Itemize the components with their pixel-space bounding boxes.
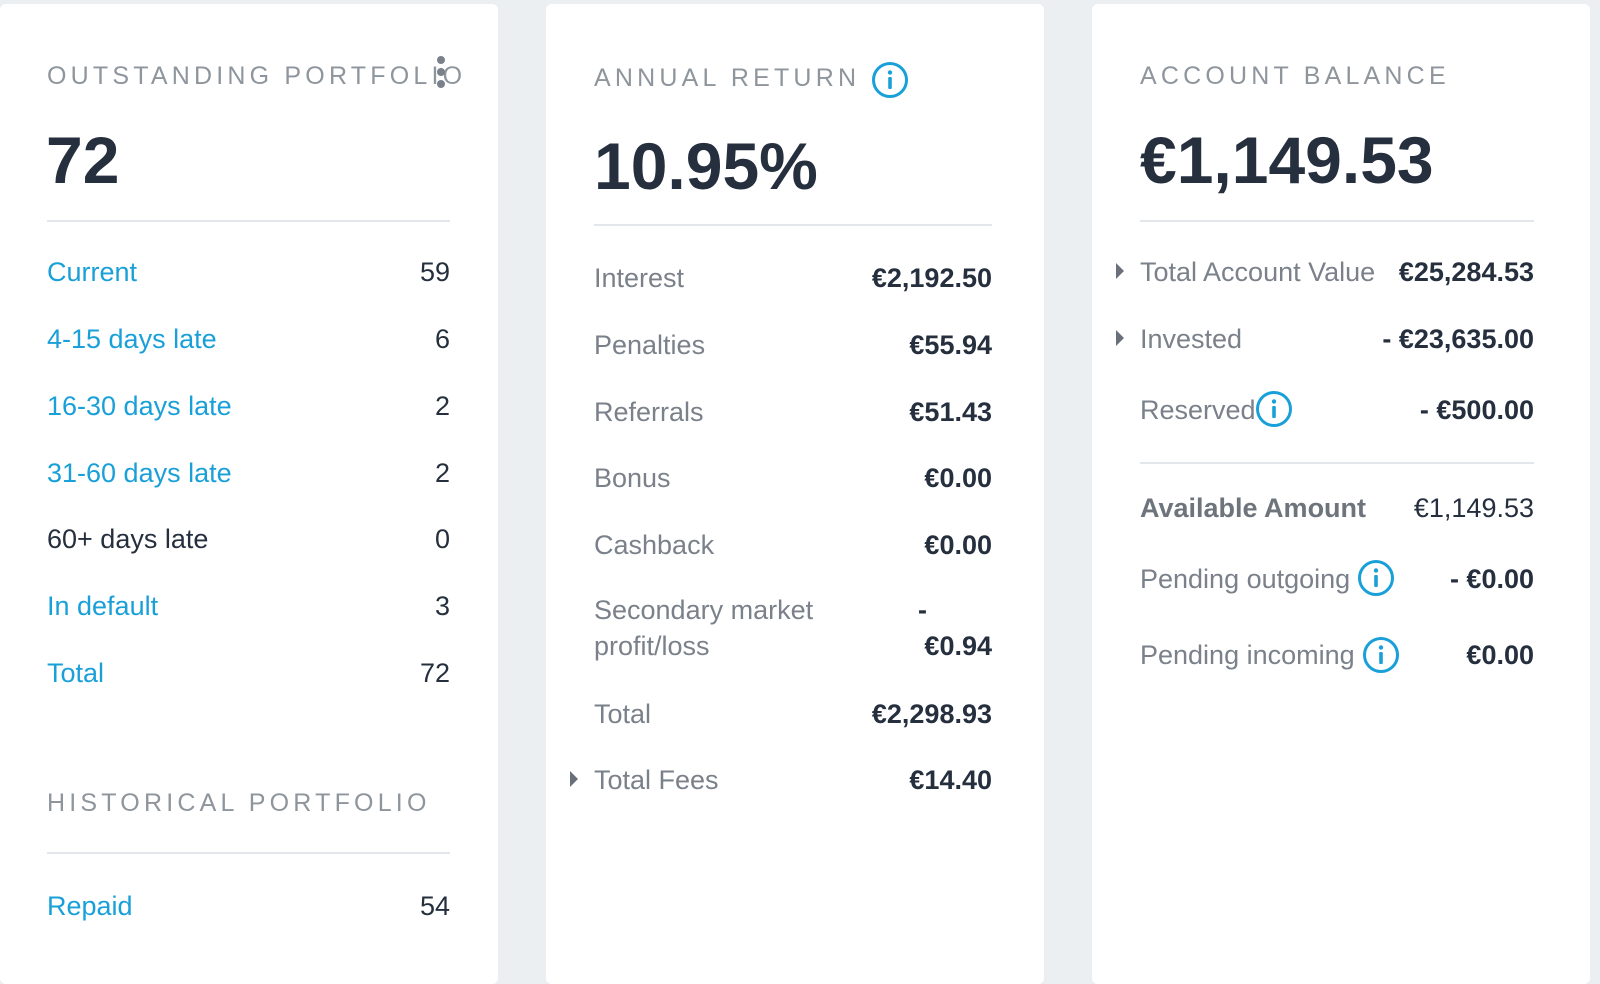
annual-return-card: ANNUAL RETURN 10.95% Interest €2,192.50 …: [546, 4, 1044, 984]
row-value: 0: [434, 523, 450, 554]
row-label: Bonus: [594, 462, 671, 493]
row-value: €0.00: [1466, 639, 1534, 670]
row-label: Reserved: [1140, 394, 1256, 425]
status-row-31-60-days-late[interactable]: 31-60 days late 2: [47, 455, 450, 491]
divider: [1140, 462, 1534, 464]
balance-row-invested[interactable]: Invested - €23,635.00: [1140, 321, 1534, 357]
row-label[interactable]: 31-60 days late: [47, 457, 232, 488]
secondary-market-label: Secondary market profit/loss: [594, 592, 813, 664]
row-label: Available Amount: [1140, 492, 1367, 523]
info-icon[interactable]: [1255, 390, 1293, 428]
row-label[interactable]: Invested: [1140, 323, 1243, 354]
row-label[interactable]: 4-15 days late: [47, 323, 217, 354]
row-value: €51.43: [909, 396, 992, 427]
return-row-total: Total €2,298.93: [594, 696, 992, 732]
status-row-in-default[interactable]: In default 3: [47, 588, 450, 624]
row-value: €0.00: [924, 462, 992, 493]
card-title: ANNUAL RETURN: [594, 64, 861, 92]
return-row-penalties: Penalties €55.94: [594, 327, 992, 363]
divider: [47, 220, 450, 222]
row-label[interactable]: Current: [47, 256, 138, 287]
row-label[interactable]: Total: [47, 657, 105, 688]
row-value: 2: [434, 390, 450, 421]
balance-row-total-account-value[interactable]: Total Account Value €25,284.53: [1140, 254, 1534, 290]
row-value: - €500.00: [1419, 394, 1534, 425]
caret-right-icon[interactable]: [570, 771, 578, 787]
row-value: €1,149.53: [1413, 492, 1534, 523]
return-row-bonus: Bonus €0.00: [594, 460, 992, 496]
balance-row-pending-incoming: Pending incoming €0.00: [1140, 637, 1534, 673]
row-label: 60+ days late: [47, 523, 209, 554]
row-value: 3: [434, 590, 450, 621]
balance-row-available-amount: Available Amount €1,149.53: [1140, 490, 1534, 526]
row-value: - €0.00: [1449, 563, 1534, 594]
balance-row-reserved: Reserved - €500.00: [1140, 392, 1534, 428]
row-value: €25,284.53: [1398, 256, 1534, 287]
row-label[interactable]: Total Fees: [594, 764, 719, 795]
kebab-menu-icon[interactable]: [437, 56, 447, 90]
row-label[interactable]: Repaid: [47, 890, 133, 921]
status-row-repaid[interactable]: Repaid 54: [47, 888, 450, 924]
outstanding-portfolio-card: OUTSTANDING PORTFOLIO 72 Current 59 4-15…: [0, 4, 498, 984]
row-value: - €23,635.00: [1382, 323, 1534, 354]
row-value: €55.94: [909, 329, 992, 360]
row-value: 72: [419, 657, 450, 688]
row-label: Pending outgoing: [1140, 563, 1351, 594]
annual-return-value: 10.95%: [594, 129, 818, 203]
divider: [1140, 220, 1534, 222]
status-row-total[interactable]: Total 72: [47, 655, 450, 691]
account-balance-card: ACCOUNT BALANCE €1,149.53 Total Account …: [1092, 4, 1590, 984]
row-label: Pending incoming: [1140, 639, 1355, 670]
status-row-16-30-days-late[interactable]: 16-30 days late 2: [47, 388, 450, 424]
caret-right-icon[interactable]: [1116, 263, 1124, 279]
label-line: profit/loss: [594, 631, 710, 661]
portfolio-total-count: 72: [46, 123, 120, 197]
return-row-cashback: Cashback €0.00: [594, 527, 992, 563]
row-label: Total: [594, 698, 652, 729]
row-label[interactable]: In default: [47, 590, 159, 621]
caret-right-icon[interactable]: [1116, 330, 1124, 346]
info-icon[interactable]: [871, 61, 909, 99]
value-line: €0.94: [924, 631, 992, 661]
label-line: Secondary market: [594, 595, 814, 625]
row-label[interactable]: 16-30 days late: [47, 390, 232, 421]
balance-row-pending-outgoing: Pending outgoing - €0.00: [1140, 561, 1534, 597]
status-row-current[interactable]: Current 59: [47, 254, 450, 290]
info-icon[interactable]: [1362, 636, 1400, 674]
card-title: ACCOUNT BALANCE: [1140, 62, 1450, 90]
return-row-total-fees[interactable]: Total Fees €14.40: [594, 762, 992, 798]
row-value: €14.40: [909, 764, 992, 795]
row-label: Referrals: [594, 396, 704, 427]
card-title: OUTSTANDING PORTFOLIO: [47, 62, 467, 90]
row-label[interactable]: Total Account Value: [1140, 256, 1376, 287]
historical-portfolio-title: HISTORICAL PORTFOLIO: [47, 789, 431, 817]
return-row-interest: Interest €2,192.50: [594, 260, 992, 296]
row-label: Penalties: [594, 329, 706, 360]
row-value: 54: [419, 890, 450, 921]
status-row-60-plus-days-late: 60+ days late 0: [47, 521, 450, 557]
row-value: 2: [434, 457, 450, 488]
secondary-market-value: - €0.94: [886, 592, 992, 664]
info-icon[interactable]: [1357, 559, 1395, 597]
value-line: -: [918, 595, 927, 625]
divider: [47, 852, 450, 854]
row-value: €0.00: [924, 529, 992, 560]
divider: [594, 224, 992, 226]
row-label: Interest: [594, 262, 685, 293]
row-value: €2,298.93: [871, 698, 992, 729]
return-row-referrals: Referrals €51.43: [594, 394, 992, 430]
row-value: €2,192.50: [871, 262, 992, 293]
account-balance-value: €1,149.53: [1140, 123, 1434, 197]
row-label: Cashback: [594, 529, 715, 560]
row-value: 6: [434, 323, 450, 354]
status-row-4-15-days-late[interactable]: 4-15 days late 6: [47, 321, 450, 357]
row-value: 59: [419, 256, 450, 287]
